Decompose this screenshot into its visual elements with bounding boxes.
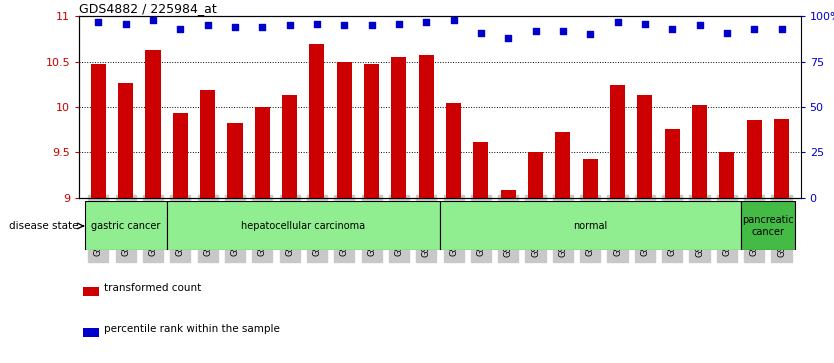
Bar [610, 85, 625, 198]
Bar [228, 123, 243, 198]
Bar [500, 190, 515, 198]
Bar [200, 90, 215, 198]
Bar [91, 64, 106, 198]
Bar [391, 57, 406, 198]
Bar [720, 152, 735, 198]
Point [173, 26, 187, 32]
Text: transformed count: transformed count [104, 283, 202, 293]
Point [92, 19, 105, 25]
Point [693, 23, 706, 28]
Point [420, 19, 433, 25]
Point [638, 21, 651, 26]
Text: GDS4882 / 225984_at: GDS4882 / 225984_at [79, 2, 217, 15]
Bar [440, 201, 741, 250]
Bar [145, 50, 160, 198]
Bar [167, 201, 440, 250]
Point [392, 21, 405, 26]
Point [256, 24, 269, 30]
Point [529, 28, 542, 34]
Bar [83, 328, 98, 337]
Point [447, 17, 460, 23]
Bar [446, 102, 461, 198]
Point [775, 26, 788, 32]
Text: normal: normal [573, 221, 607, 231]
Bar [528, 152, 543, 198]
Point [501, 35, 515, 41]
Bar [741, 201, 795, 250]
Text: percentile rank within the sample: percentile rank within the sample [104, 324, 280, 334]
Bar [83, 287, 98, 296]
Bar [419, 55, 434, 198]
Text: gastric cancer: gastric cancer [91, 221, 160, 231]
Point [721, 30, 734, 36]
Point [119, 21, 133, 26]
Bar [364, 64, 379, 198]
Bar [118, 83, 133, 198]
Text: hepatocellular carcinoma: hepatocellular carcinoma [241, 221, 365, 231]
Point [666, 26, 679, 32]
Bar [85, 201, 167, 250]
Bar [309, 44, 324, 198]
Bar [474, 142, 489, 198]
Bar [665, 129, 680, 198]
Bar [282, 95, 297, 198]
Point [229, 24, 242, 30]
Point [475, 30, 488, 36]
Point [556, 28, 570, 34]
Bar [774, 119, 789, 198]
Bar [555, 131, 570, 198]
Point [283, 23, 296, 28]
Bar [746, 120, 761, 198]
Point [338, 23, 351, 28]
Point [310, 21, 324, 26]
Point [201, 23, 214, 28]
Bar [173, 113, 188, 198]
Text: disease state: disease state [9, 221, 78, 231]
Bar [255, 107, 270, 198]
Point [747, 26, 761, 32]
Point [610, 19, 624, 25]
Bar [637, 95, 652, 198]
Bar [583, 159, 598, 198]
Point [146, 17, 159, 23]
Text: pancreatic
cancer: pancreatic cancer [742, 215, 794, 237]
Bar [337, 62, 352, 198]
Point [365, 23, 379, 28]
Point [584, 32, 597, 37]
Bar [692, 105, 707, 198]
